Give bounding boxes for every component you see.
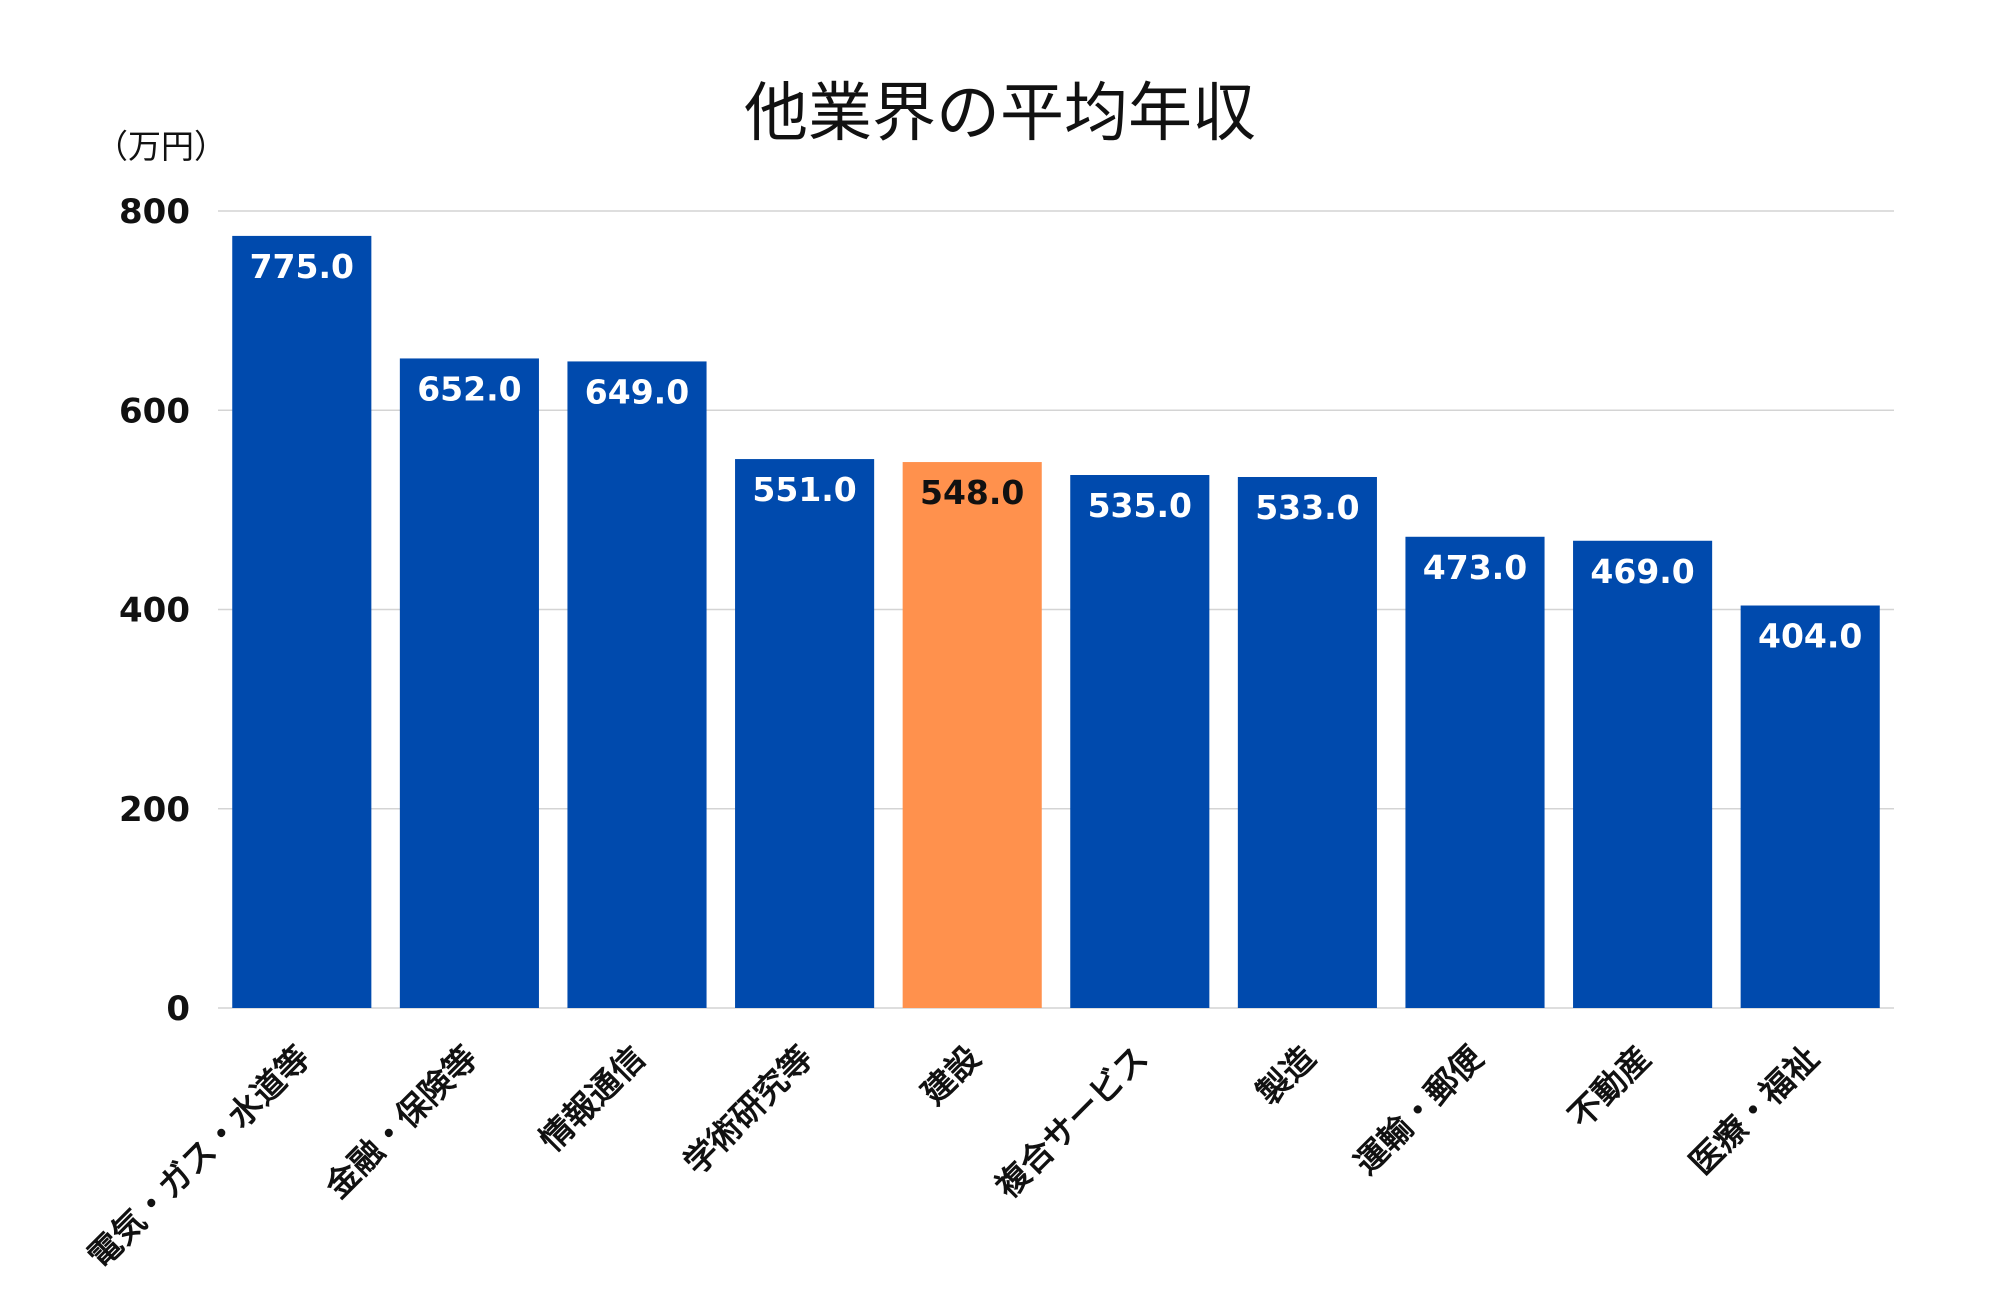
data-label: 469.0 xyxy=(1590,552,1694,591)
y-tick-label: 600 xyxy=(119,391,190,431)
bar xyxy=(1237,476,1377,1008)
bar xyxy=(399,358,539,1008)
x-tick-label: 情報通信 xyxy=(532,1038,653,1159)
bar xyxy=(1740,605,1880,1008)
x-axis-ticks: 電気・ガス・水道等 金融・保険等 情報通信 学術研究等 建設 複合サービス 製造 運輸・郵便不… xyxy=(80,1037,1826,1275)
data-label: 548.0 xyxy=(920,473,1024,512)
x-tick-label: 金融・保険等 xyxy=(317,1038,485,1206)
data-labels: 775.0 652.0 649.0 551.0 548.0 535.0 533.0 473.0… xyxy=(250,247,1863,656)
chart-title: 他業界の平均年収 xyxy=(744,77,1256,151)
bar xyxy=(902,462,1042,1008)
data-label: 533.0 xyxy=(1255,488,1359,527)
y-tick-label: 0 xyxy=(166,989,190,1029)
y-axis-ticks: 0 200 400 600 800 xyxy=(119,192,190,1029)
y-tick-label: 800 xyxy=(119,192,190,232)
bar xyxy=(232,235,372,1008)
bar xyxy=(1405,536,1545,1008)
x-tick-label: 複合サービス xyxy=(988,1038,1156,1206)
data-label: 473.0 xyxy=(1423,548,1527,587)
data-label: 404.0 xyxy=(1758,617,1862,656)
x-tick-label: 学術研究等 xyxy=(676,1038,820,1182)
bar xyxy=(567,361,707,1009)
data-label: 775.0 xyxy=(250,247,354,286)
bars xyxy=(232,235,1880,1009)
x-tick-label: 建設 xyxy=(914,1038,988,1112)
x-tick-label: 製造 xyxy=(1249,1038,1323,1112)
data-label: 551.0 xyxy=(752,470,856,509)
x-tick-label: 運輸・郵便 xyxy=(1346,1037,1491,1182)
bar xyxy=(1070,475,1210,1009)
x-tick-label: 不動産 xyxy=(1561,1038,1659,1136)
x-tick-label: 医療・福祉 xyxy=(1682,1038,1826,1182)
data-label: 649.0 xyxy=(585,372,689,411)
data-label: 652.0 xyxy=(417,369,521,408)
y-tick-label: 400 xyxy=(119,591,190,631)
y-tick-label: 200 xyxy=(119,790,190,830)
bar xyxy=(735,459,875,1008)
bar xyxy=(1573,540,1713,1008)
data-label: 535.0 xyxy=(1088,486,1192,525)
x-tick-label: 電気・ガス・水道等 xyxy=(80,1038,318,1276)
y-axis-unit-label: （万円） xyxy=(95,127,227,166)
